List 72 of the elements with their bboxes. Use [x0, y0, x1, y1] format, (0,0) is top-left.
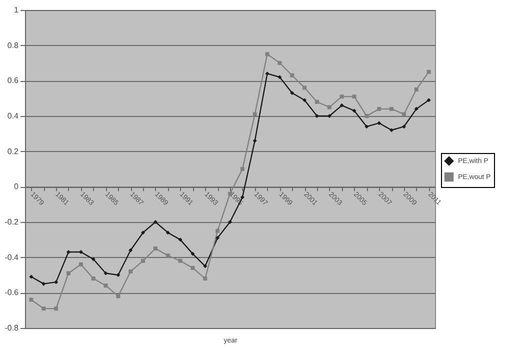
- point: [104, 271, 108, 276]
- point: [377, 121, 382, 126]
- point: [352, 108, 356, 113]
- y-tick-label: -0.2: [4, 218, 20, 226]
- point: [414, 88, 418, 92]
- point: [128, 269, 133, 274]
- point: [302, 86, 307, 90]
- point: [314, 114, 319, 118]
- point: [29, 274, 34, 279]
- y-tick-label: 0: [14, 182, 20, 192]
- point: [290, 73, 294, 78]
- point: [278, 75, 282, 80]
- point: [203, 276, 208, 281]
- y-tick-label: 0.4: [7, 112, 20, 120]
- y-tick-label: -0.8: [4, 324, 20, 332]
- point: [166, 230, 170, 235]
- point: [29, 298, 34, 302]
- point: [364, 114, 369, 118]
- point: [265, 52, 270, 56]
- point: [178, 258, 182, 263]
- point: [252, 112, 257, 116]
- point: [290, 91, 294, 96]
- point: [414, 106, 418, 111]
- point: [203, 264, 208, 268]
- y-tick-label: 0.6: [7, 76, 20, 86]
- point: [42, 282, 46, 286]
- point: [390, 128, 394, 132]
- point: [402, 112, 406, 116]
- point: [42, 306, 46, 311]
- point: [228, 220, 232, 224]
- point: [340, 94, 344, 99]
- point: [190, 252, 195, 256]
- point: [78, 262, 83, 266]
- point: [216, 236, 220, 240]
- point: [402, 124, 406, 129]
- point: [141, 230, 146, 235]
- point: [91, 276, 96, 281]
- point: [426, 98, 431, 102]
- y-tick-label: -0.6: [4, 288, 20, 298]
- point: [302, 98, 307, 102]
- point: [116, 294, 120, 298]
- point: [116, 273, 120, 277]
- point: [216, 228, 220, 233]
- y-tick-label: -0.4: [4, 252, 20, 262]
- point: [54, 306, 58, 311]
- point: [265, 72, 270, 76]
- y-tick-label: 1: [14, 6, 20, 14]
- point: [364, 124, 369, 129]
- point: [340, 103, 344, 108]
- point: [352, 94, 356, 99]
- point: [190, 266, 195, 270]
- point: [153, 220, 158, 224]
- point: [166, 254, 170, 258]
- point: [252, 138, 257, 143]
- y-tick-label: 0.8: [7, 40, 20, 50]
- point: [91, 257, 96, 262]
- point: [390, 106, 394, 111]
- point: [278, 61, 282, 65]
- point: [377, 106, 382, 111]
- point: [104, 284, 108, 288]
- point: [66, 271, 70, 276]
- point: [66, 250, 70, 254]
- point: [327, 105, 332, 110]
- y-tick-label: 0.2: [7, 146, 20, 156]
- point: [153, 246, 158, 250]
- point: [178, 238, 182, 242]
- point: [314, 100, 319, 104]
- point: [426, 70, 431, 74]
- point: [141, 258, 146, 263]
- point: [128, 248, 133, 252]
- point: [54, 280, 58, 284]
- point: [240, 167, 244, 171]
